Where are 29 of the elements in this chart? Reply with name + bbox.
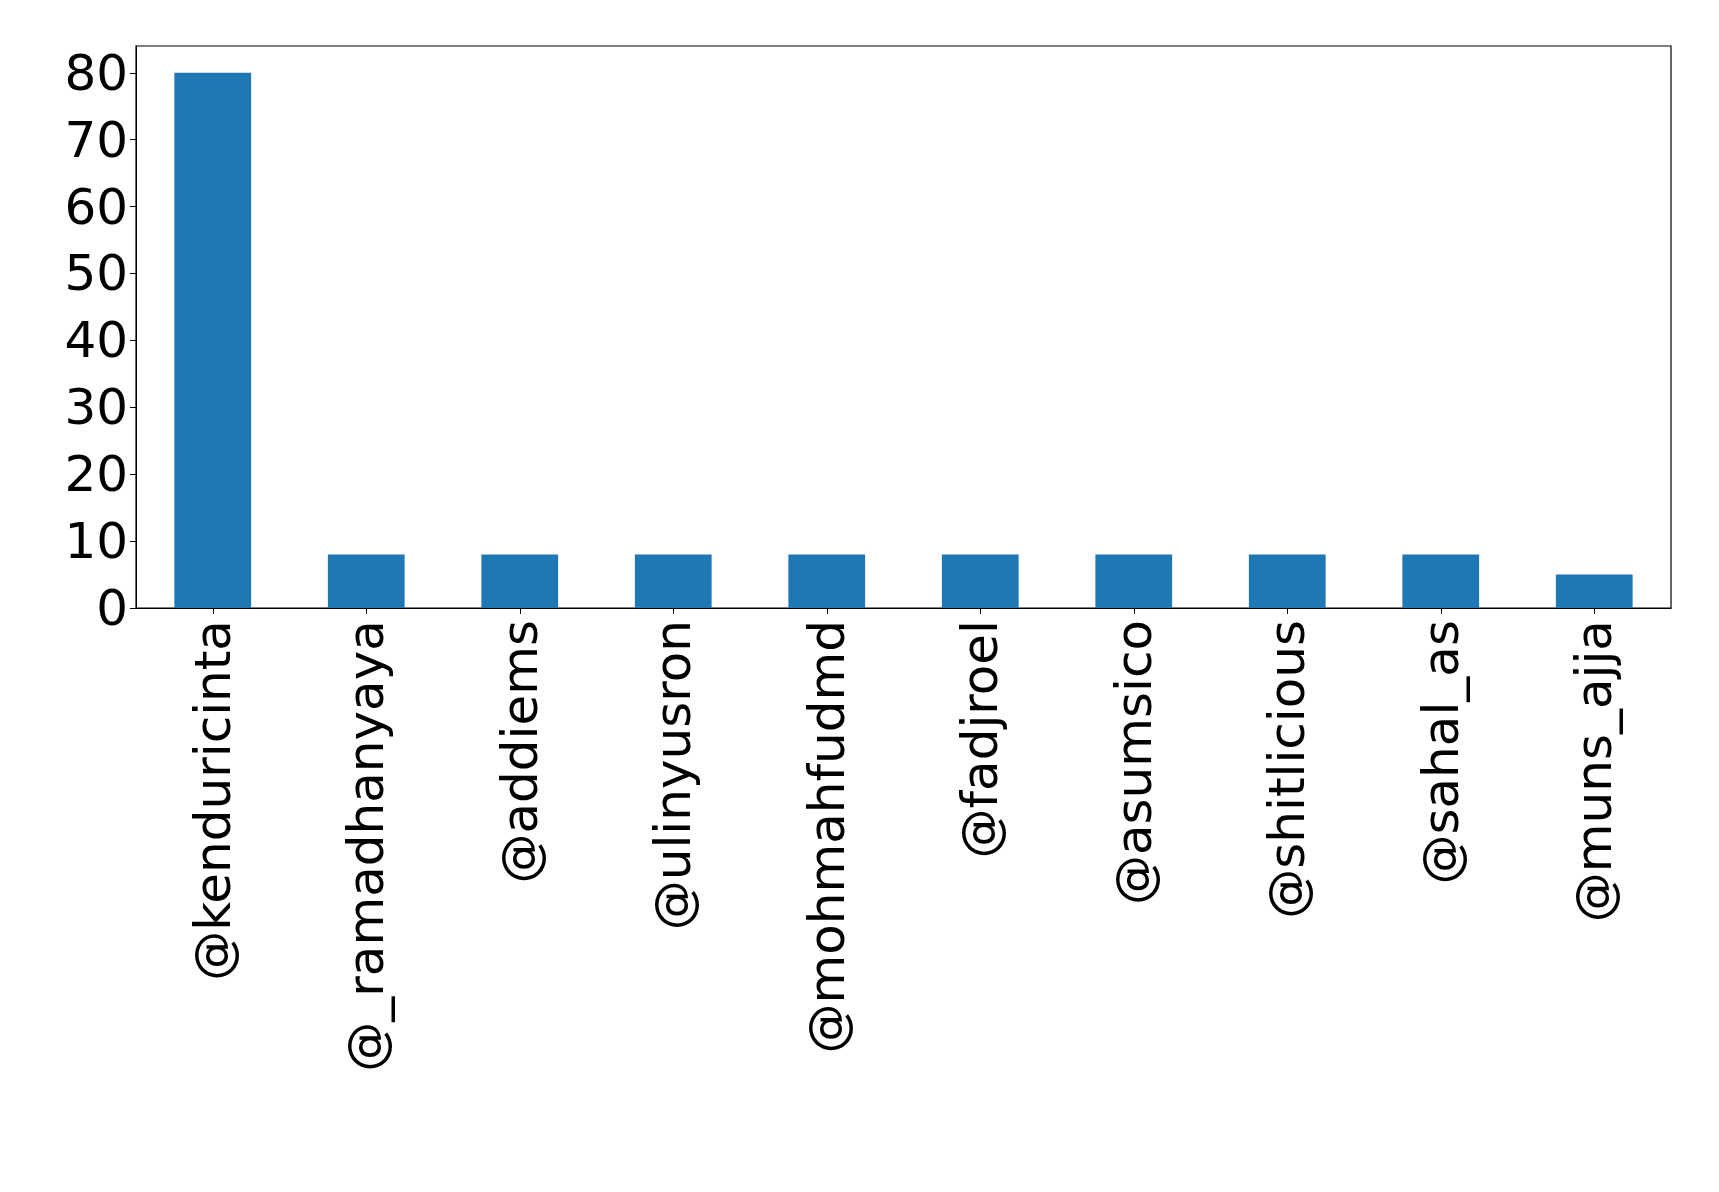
x-tick-label: @kenduricinta	[183, 620, 242, 981]
x-tick-label: @shitlicious	[1258, 620, 1317, 919]
bar	[788, 554, 866, 608]
bar	[1248, 554, 1326, 608]
bar	[1555, 574, 1633, 608]
y-tick-label: 60	[64, 177, 128, 236]
bar	[1095, 554, 1173, 608]
bar	[1402, 554, 1480, 608]
y-tick-label: 0	[96, 579, 128, 637]
x-tick-label: @addiems	[490, 620, 549, 884]
y-tick-label: 70	[64, 110, 128, 169]
y-tick-label: 80	[64, 43, 128, 102]
x-tick-label: @muns_ajja	[1565, 620, 1624, 923]
x-tick-label: @_ramadhanyaya	[337, 620, 396, 1072]
bar	[481, 554, 559, 608]
y-tick-label: 10	[64, 512, 128, 571]
y-tick-label: 20	[64, 445, 128, 504]
y-tick-label: 40	[64, 311, 128, 370]
bar	[634, 554, 712, 608]
x-tick-label: @ulinyusron	[644, 620, 703, 931]
x-tick-label: @mohmahfudmd	[797, 620, 856, 1054]
bar	[174, 72, 252, 608]
bar	[941, 554, 1019, 608]
x-tick-label: @sahal_as	[1411, 620, 1470, 885]
x-tick-label: @asumsico	[1104, 620, 1163, 906]
y-tick-label: 50	[64, 244, 128, 303]
bar	[327, 554, 405, 608]
x-tick-label: @fadjroel	[951, 620, 1010, 859]
y-tick-label: 30	[64, 378, 128, 437]
